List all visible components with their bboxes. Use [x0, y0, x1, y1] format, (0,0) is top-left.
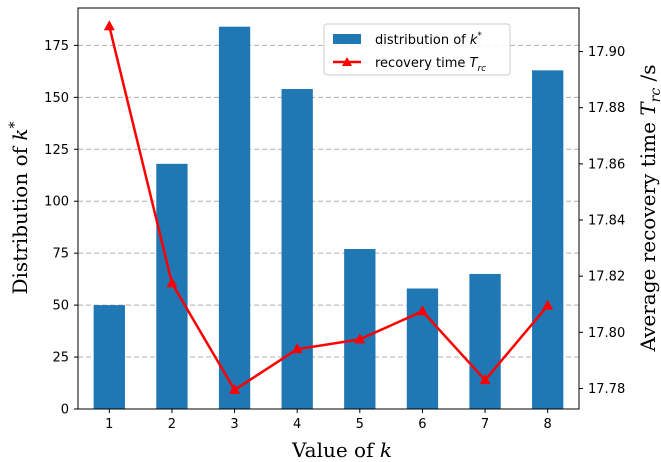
- y-tick-right-label: 17.84: [588, 214, 625, 229]
- line-path: [108, 25, 549, 392]
- y-tick-right-label: 17.88: [588, 101, 625, 116]
- legend-label-line-prefix: recovery time: [375, 56, 470, 71]
- x-tick-label: 4: [293, 417, 301, 432]
- y-tick-left-label: 50: [52, 299, 69, 314]
- legend-box: [323, 23, 511, 76]
- y-axis-right-label-suffix: /s: [636, 64, 660, 87]
- legend-label-bar-var: k: [470, 33, 478, 48]
- y-tick-left-label: 125: [44, 143, 69, 158]
- y-axis-right: 17.78 17.80 17.82 17.84 17.86 17.88 17.90: [579, 45, 625, 397]
- x-tick-label: 2: [168, 417, 176, 432]
- x-axis-label-var: k: [380, 438, 392, 462]
- legend-swatch-marker: [342, 57, 352, 66]
- bar-series: [93, 26, 564, 409]
- y-tick-right-label: 17.78: [588, 382, 625, 397]
- x-axis-label: Value of k: [291, 438, 392, 462]
- y-axis-left: 0 25 50 75 100 125 150 175: [44, 39, 78, 418]
- bar: [344, 249, 376, 409]
- y-axis-left-label: Distribution of k*: [7, 121, 32, 294]
- y-axis-left-label-prefix: Distribution of: [8, 141, 32, 295]
- y-tick-right-label: 17.86: [588, 157, 625, 172]
- bar: [532, 70, 564, 409]
- y-tick-left-label: 175: [44, 39, 69, 54]
- line-marker: [416, 305, 428, 316]
- y-tick-left-label: 75: [52, 247, 69, 262]
- y-tick-left-label: 100: [44, 195, 69, 210]
- x-axis-label-prefix: Value of: [291, 438, 380, 462]
- bar: [281, 89, 313, 409]
- line-series: [103, 20, 554, 394]
- x-tick-label: 7: [481, 417, 489, 432]
- legend-label-line-var: T: [470, 56, 479, 71]
- legend-swatch-bar: [333, 34, 361, 44]
- y-tick-right-label: 17.82: [588, 270, 625, 285]
- line-marker: [542, 299, 554, 310]
- x-axis: 1 2 3 4 5 6 7 8: [105, 409, 552, 432]
- plot-frame: [77, 7, 580, 410]
- x-tick-label: 6: [418, 417, 426, 432]
- line-marker: [291, 343, 303, 354]
- y-tick-right-label: 17.90: [588, 45, 625, 60]
- legend-label-line: recovery time Trc: [375, 56, 486, 74]
- line-marker: [479, 374, 491, 385]
- y-tick-left-label: 25: [52, 351, 69, 366]
- legend: distribution of k* recovery time Trc: [323, 23, 511, 76]
- line-marker: [166, 277, 178, 288]
- y-axis-right-label: Average recovery time Trc /s: [636, 64, 661, 352]
- legend-label-bar-prefix: distribution of: [375, 33, 470, 48]
- legend-label-bar: distribution of k*: [375, 31, 482, 48]
- y-axis-right-label-var: T: [636, 101, 660, 116]
- y-tick-right-label: 17.80: [588, 326, 625, 341]
- bar: [469, 273, 501, 409]
- y-tick-left-label: 0: [61, 403, 69, 418]
- legend-label-line-sub: rc: [477, 64, 486, 74]
- grid: [78, 44, 579, 410]
- y-axis-right-label-prefix: Average recovery time: [636, 116, 660, 353]
- x-tick-label: 1: [105, 417, 113, 432]
- x-tick-label: 5: [356, 417, 364, 432]
- legend-label-bar-sup: *: [477, 31, 482, 41]
- y-axis-left-label-var: k: [8, 128, 32, 140]
- line-marker: [103, 20, 115, 31]
- bar: [93, 305, 125, 409]
- line-marker: [354, 333, 366, 344]
- y-axis-left-label-sup: *: [7, 121, 23, 128]
- line-marker: [229, 383, 241, 394]
- bar: [218, 26, 251, 409]
- x-tick-label: 3: [230, 417, 238, 432]
- y-tick-left-label: 150: [44, 91, 69, 106]
- y-axis-right-label-sub: rc: [648, 88, 661, 103]
- x-tick-label: 8: [544, 417, 552, 432]
